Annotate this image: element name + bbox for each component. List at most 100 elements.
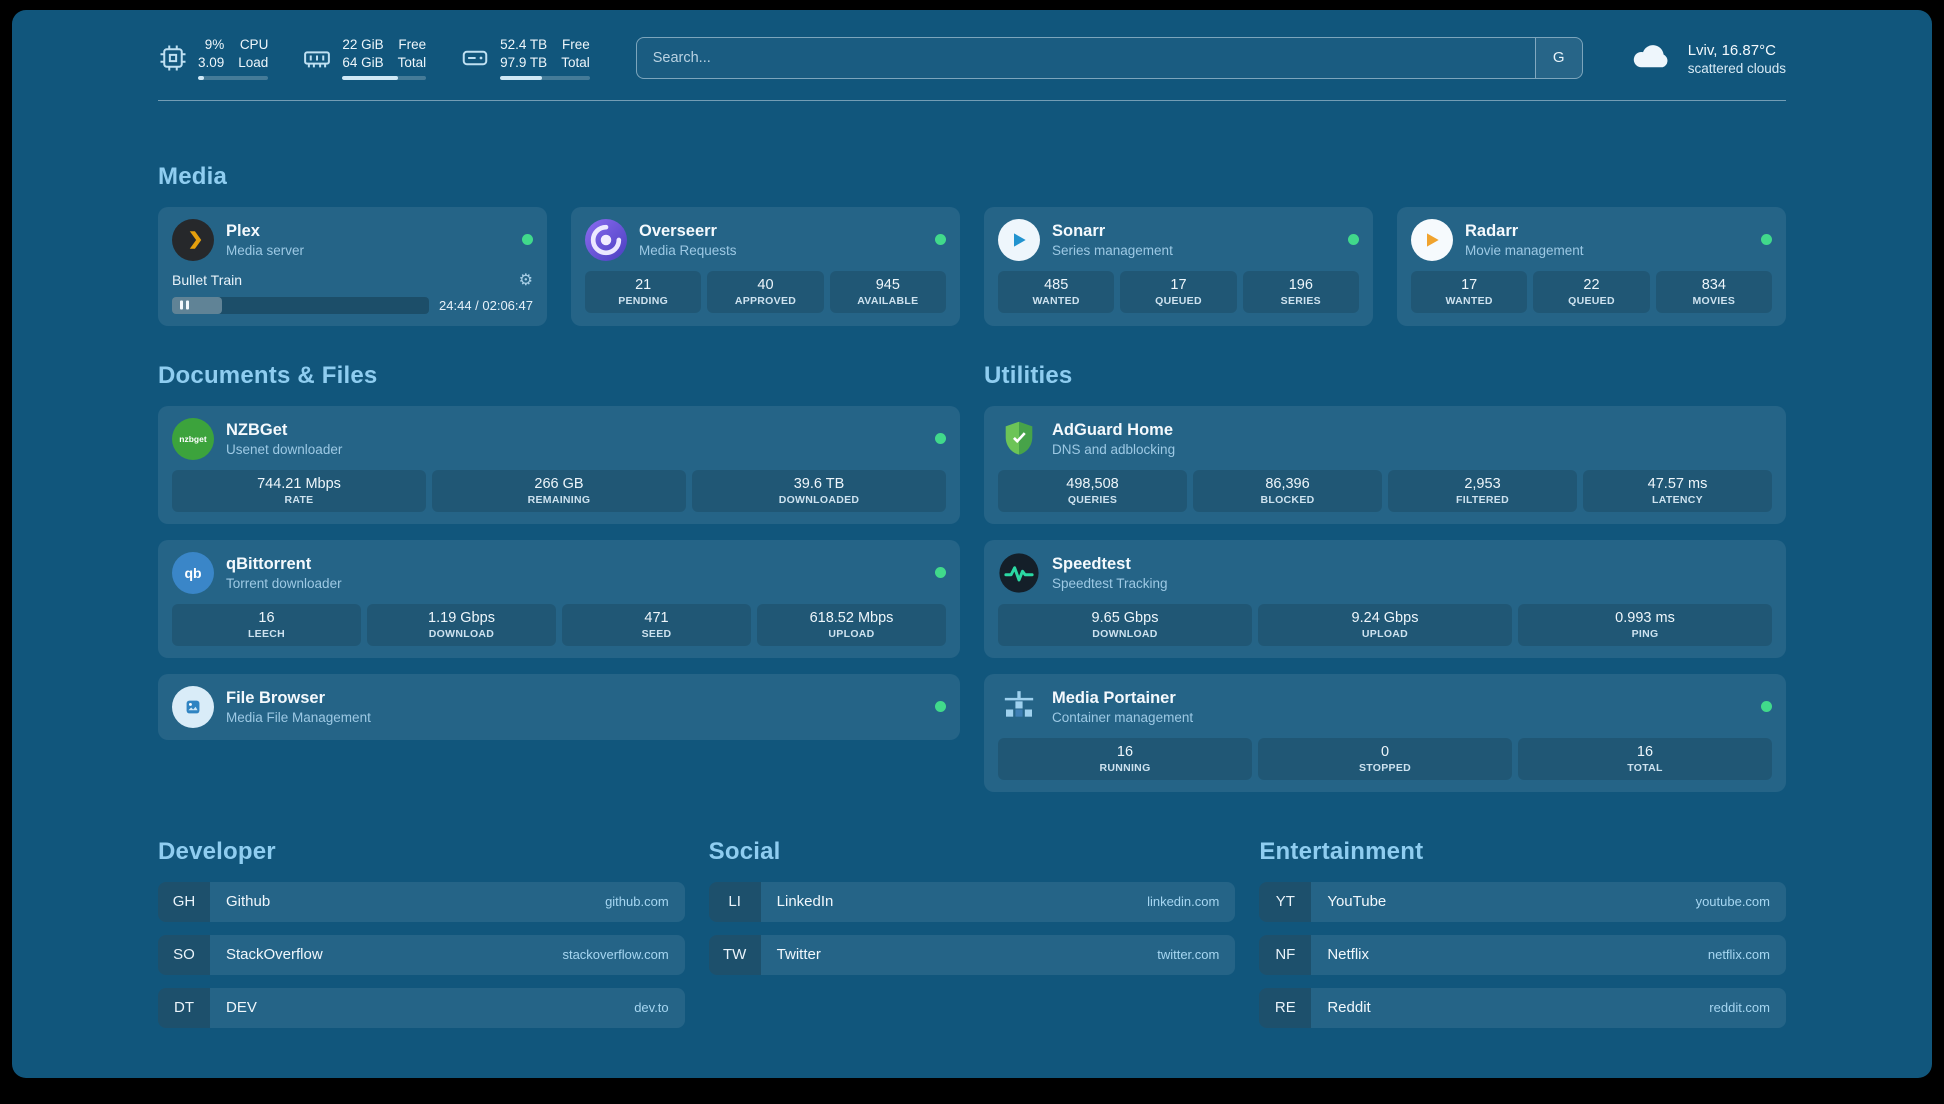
cpu-label: CPU xyxy=(239,37,269,52)
portainer-icon xyxy=(998,686,1040,728)
stat-tile: 1.19 Gbps DOWNLOAD xyxy=(367,603,556,646)
card-title: Sonarr xyxy=(1052,221,1106,240)
search-input[interactable] xyxy=(636,37,1535,78)
playback-progress-bar[interactable] xyxy=(172,296,430,314)
card-subtitle: Movie management xyxy=(1465,242,1584,258)
pause-icon[interactable] xyxy=(180,300,189,310)
stat-tile: 16 RUNNING xyxy=(998,737,1252,780)
stat-value: 86,396 xyxy=(1265,475,1310,492)
service-card-adguard[interactable]: AdGuard Home DNS and adblocking 498,508 … xyxy=(984,405,1786,524)
stat-tile: 266 GB REMAINING xyxy=(432,469,686,512)
search-provider-button[interactable]: G xyxy=(1534,37,1582,78)
bookmark-dev[interactable]: DT DEV dev.to xyxy=(158,987,685,1028)
bookmark-name: Netflix xyxy=(1327,946,1370,964)
bookmark-twitter[interactable]: TW Twitter twitter.com xyxy=(708,934,1236,975)
stat-tile: 0 STOPPED xyxy=(1258,737,1512,780)
stat-tile: 17 QUEUED xyxy=(1120,270,1237,313)
playback-progress-fill xyxy=(172,296,223,314)
stat-tile: 2,953 FILTERED xyxy=(1388,469,1577,512)
utilities-column: Utilities xyxy=(984,362,1786,792)
stat-value: 485 xyxy=(1044,276,1069,293)
ram-widget: 22 GiB 64 GiB Free Total xyxy=(302,36,427,80)
bookmark-reddit[interactable]: RE Reddit reddit.com xyxy=(1259,987,1786,1028)
stat-label: DOWNLOAD xyxy=(428,627,495,640)
service-card-filebrowser[interactable]: File Browser Media File Management xyxy=(158,673,960,740)
bookmark-abbr: DT xyxy=(158,987,210,1028)
service-card-radarr[interactable]: Radarr Movie management 17 WANTED 22 QUE… xyxy=(1397,206,1786,326)
stat-label: APPROVED xyxy=(734,294,797,307)
resource-widgets: 9% 3.09 CPU Load xyxy=(158,36,590,80)
card-title: Plex xyxy=(226,221,260,240)
bookmark-abbr: NF xyxy=(1259,934,1312,975)
stat-label: STOPPED xyxy=(1358,761,1412,774)
filebrowser-icon xyxy=(172,685,214,728)
stat-tile: 471 SEED xyxy=(562,603,751,646)
bookmark-group-developer: Developer GH Github github.com SO StackO… xyxy=(158,838,685,1041)
bookmark-stackoverflow[interactable]: SO StackOverflow stackoverflow.com xyxy=(158,934,685,975)
bookmark-name: Twitter xyxy=(776,946,821,964)
card-subtitle: Series management xyxy=(1052,242,1173,258)
status-dot xyxy=(1761,701,1772,713)
bookmark-youtube[interactable]: YT YouTube youtube.com xyxy=(1259,881,1786,922)
stat-value: 266 GB xyxy=(534,475,584,492)
service-card-portainer[interactable]: Media Portainer Container management 16 … xyxy=(984,673,1786,792)
stat-tile: 618.52 Mbps UPLOAD xyxy=(757,603,946,646)
service-card-plex[interactable]: Plex Media server Bullet Train ⚙ xyxy=(158,206,547,326)
status-dot xyxy=(935,567,946,579)
service-card-sonarr[interactable]: Sonarr Series management 485 WANTED 17 Q… xyxy=(984,206,1373,326)
stat-value: 945 xyxy=(875,276,900,293)
stat-label: AVAILABLE xyxy=(857,294,919,307)
bookmark-abbr: YT xyxy=(1259,881,1312,922)
media-grid: Plex Media server Bullet Train ⚙ xyxy=(158,206,1786,326)
stat-label: SERIES xyxy=(1280,294,1321,307)
weather-location-temp: Lviv, 16.87°C xyxy=(1687,41,1776,59)
service-card-nzbget[interactable]: nzbget NZBGet Usenet downloader 744.21 M… xyxy=(158,405,960,524)
card-subtitle: Media File Management xyxy=(226,709,371,725)
bookmark-abbr: TW xyxy=(708,934,761,975)
bookmark-name: YouTube xyxy=(1327,893,1387,911)
documents-column: Documents & Files nzbget NZBGet Usenet d… xyxy=(158,362,960,792)
card-subtitle: Usenet downloader xyxy=(226,441,343,457)
card-subtitle: Torrent downloader xyxy=(226,575,342,591)
cpu-load-value: 3.09 xyxy=(198,54,225,70)
stat-label: QUEUED xyxy=(1155,294,1202,307)
stat-value: 618.52 Mbps xyxy=(809,609,894,626)
free-label: Free xyxy=(398,37,427,52)
card-title: NZBGet xyxy=(226,420,288,439)
bookmark-linkedin[interactable]: LI LinkedIn linkedin.com xyxy=(708,881,1236,922)
ram-labels: Free Total xyxy=(398,36,427,72)
weather-condition: scattered clouds xyxy=(1687,60,1786,76)
stat-tile: 945 AVAILABLE xyxy=(829,270,946,313)
stat-label: PING xyxy=(1631,627,1659,640)
stat-tile: 21 PENDING xyxy=(585,270,702,313)
stat-label: LEECH xyxy=(247,627,286,640)
stat-value: 47.57 ms xyxy=(1647,475,1708,492)
stat-label: RUNNING xyxy=(1099,761,1151,774)
card-subtitle: Media server xyxy=(226,242,305,258)
stat-tile: 9.65 Gbps DOWNLOAD xyxy=(998,603,1252,646)
bookmark-netflix[interactable]: NF Netflix netflix.com xyxy=(1259,934,1786,975)
radarr-icon xyxy=(1411,218,1453,261)
overseerr-icon xyxy=(585,218,627,261)
stat-value: 17 xyxy=(1170,276,1187,293)
card-subtitle: Container management xyxy=(1052,709,1194,725)
service-card-speedtest[interactable]: Speedtest Speedtest Tracking 9.65 Gbps D… xyxy=(984,539,1786,658)
bookmark-github[interactable]: GH Github github.com xyxy=(158,881,685,922)
service-card-overseerr[interactable]: Overseerr Media Requests 21 PENDING 40 A… xyxy=(571,206,960,326)
bookmark-name: Github xyxy=(226,893,271,911)
plex-now-playing: Bullet Train ⚙ 24:44 / 02:06:47 xyxy=(172,270,533,314)
cpu-usage-bar xyxy=(198,75,269,80)
status-dot xyxy=(522,234,533,246)
section-heading-utilities: Utilities xyxy=(984,361,1073,389)
sonarr-icon xyxy=(998,218,1040,261)
service-card-qbittorrent[interactable]: qb qBittorrent Torrent downloader 16 LEE… xyxy=(158,539,960,658)
free-label: Free xyxy=(561,37,590,52)
bookmark-heading-developer: Developer xyxy=(158,837,276,865)
cpu-widget: 9% 3.09 CPU Load xyxy=(158,36,269,80)
stat-value: 196 xyxy=(1288,276,1313,293)
stat-label: DOWNLOADED xyxy=(778,493,860,506)
gear-icon[interactable]: ⚙ xyxy=(518,271,533,289)
stat-value: 40 xyxy=(757,276,774,293)
dashboard-screen: 9% 3.09 CPU Load xyxy=(12,10,1932,1078)
stat-value: 17 xyxy=(1461,276,1478,293)
